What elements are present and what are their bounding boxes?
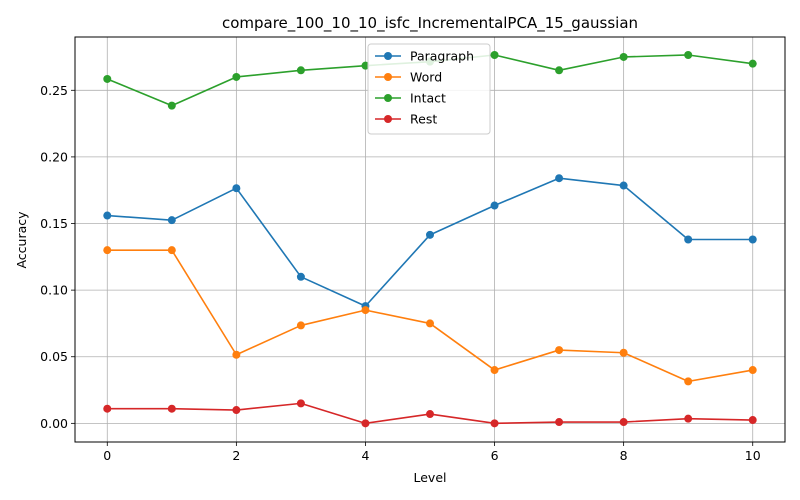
- x-tick-label: 6: [491, 448, 499, 463]
- data-point-word: [555, 346, 564, 355]
- data-point-paragraph: [232, 184, 241, 193]
- data-point-word: [684, 377, 693, 386]
- data-point-intact: [619, 52, 628, 61]
- data-point-word: [361, 306, 370, 315]
- data-point-word: [232, 350, 241, 359]
- legend-marker-word: [384, 73, 392, 81]
- legend-label-rest: Rest: [410, 112, 437, 127]
- data-point-paragraph: [103, 211, 112, 220]
- data-point-word: [748, 366, 757, 375]
- y-tick-label: 0.00: [40, 416, 68, 431]
- plot-area-frame: [74, 36, 786, 443]
- data-point-rest: [619, 418, 628, 427]
- data-point-rest: [748, 416, 757, 425]
- y-axis-title: Accuracy: [14, 211, 29, 269]
- y-tick-label: 0.10: [40, 283, 68, 298]
- data-point-rest: [426, 410, 434, 419]
- x-tick-label: 2: [232, 448, 240, 463]
- y-tick-label: 0.05: [40, 349, 68, 364]
- legend-label-intact: Intact: [410, 91, 446, 106]
- data-point-rest: [103, 404, 112, 413]
- data-point-paragraph: [296, 272, 305, 281]
- legend-marker-rest: [384, 115, 392, 123]
- x-tick-label: 4: [361, 448, 369, 463]
- legend-label-word: Word: [410, 70, 442, 85]
- data-point-word: [103, 246, 112, 255]
- data-point-intact: [684, 50, 693, 59]
- data-point-paragraph: [426, 230, 434, 239]
- data-point-paragraph: [555, 174, 564, 183]
- data-point-rest: [490, 419, 499, 428]
- data-point-paragraph: [748, 235, 757, 244]
- data-point-intact: [103, 74, 112, 83]
- legend: Paragraph Word Intact Rest: [367, 43, 491, 135]
- x-tick-label: 0: [103, 448, 111, 463]
- data-point-intact: [361, 61, 370, 70]
- data-point-intact: [748, 59, 757, 68]
- data-point-rest: [361, 419, 370, 428]
- x-tick-label: 8: [620, 448, 628, 463]
- grid-lines: [75, 37, 785, 442]
- data-point-word: [619, 348, 628, 357]
- data-point-word: [426, 319, 434, 328]
- data-point-intact: [232, 72, 241, 81]
- data-point-paragraph: [490, 201, 499, 210]
- chart-title: compare_100_10_10_isfc_IncrementalPCA_15…: [222, 14, 638, 33]
- x-axis-title: Level: [414, 470, 447, 485]
- data-point-paragraph: [684, 235, 693, 244]
- y-tick-label: 0.25: [40, 83, 68, 98]
- legend-marker-intact: [384, 94, 392, 102]
- legend-box: [367, 43, 491, 135]
- data-point-rest: [684, 414, 693, 423]
- data-point-word: [167, 246, 176, 255]
- data-point-rest: [167, 404, 176, 413]
- data-point-intact: [296, 66, 305, 75]
- legend-label-paragraph: Paragraph: [410, 49, 474, 64]
- data-point-paragraph: [619, 181, 628, 190]
- data-point-intact: [490, 50, 499, 59]
- legend-marker-paragraph: [384, 52, 392, 60]
- y-tick-label: 0.20: [40, 149, 68, 164]
- data-point-intact: [555, 66, 564, 75]
- data-point-rest: [555, 418, 564, 427]
- data-point-rest: [296, 399, 305, 408]
- y-tick-label: 0.15: [40, 216, 68, 231]
- data-point-word: [490, 366, 499, 375]
- data-point-word: [296, 321, 305, 330]
- data-point-intact: [167, 101, 176, 110]
- data-point-rest: [232, 406, 241, 415]
- x-tick-label: 10: [745, 448, 761, 463]
- data-point-paragraph: [167, 216, 176, 225]
- series-layer: [103, 50, 757, 428]
- axis-ticks: 0 2 4 6 8 10 0.00 0.05 0.10 0.15 0.20 0.25: [40, 83, 761, 463]
